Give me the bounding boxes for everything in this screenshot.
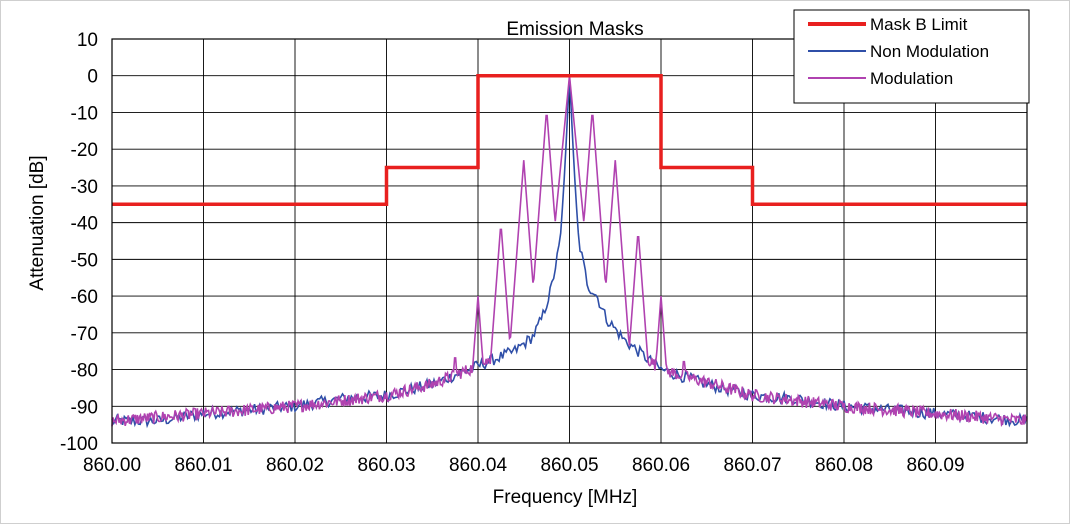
y-tick-label: -30 <box>71 177 98 198</box>
legend-item-modulation: Modulation <box>808 69 953 88</box>
x-tick-label: 860.04 <box>449 455 508 476</box>
x-tick-label: 860.09 <box>906 455 964 476</box>
y-tick-label: -50 <box>71 250 98 271</box>
x-tick-label: 860.08 <box>815 455 873 476</box>
series-layer <box>111 73 1028 429</box>
y-tick-label: -20 <box>71 140 98 161</box>
chart-title: Emission Masks <box>506 19 643 40</box>
legend-label-mask-b-limit: Mask B Limit <box>870 15 968 34</box>
y-tick-label: -90 <box>71 397 98 418</box>
x-tick-label: 860.02 <box>266 455 324 476</box>
x-tick-label: 860.07 <box>723 455 781 476</box>
x-tick-label: 860.01 <box>174 455 232 476</box>
legend-label-modulation: Modulation <box>870 69 953 88</box>
plot-border <box>111 38 1028 444</box>
legend: Mask B Limit Non Modulation Modulation <box>793 9 1030 104</box>
x-tick-label: 860.03 <box>357 455 415 476</box>
y-tick-label: -70 <box>71 324 98 345</box>
x-axis-title: Frequency [MHz] <box>493 487 638 508</box>
x-tick-label: 860.05 <box>540 455 598 476</box>
y-tick-label: -40 <box>71 214 98 235</box>
y-tick-label: -80 <box>71 361 98 382</box>
x-tick-label: 860.00 <box>83 455 141 476</box>
y-tick-label: 10 <box>77 30 98 51</box>
y-tick-label: -10 <box>71 103 98 124</box>
x-tick-labels: 860.00 860.01 860.02 860.03 860.04 860.05 860.… <box>83 455 965 476</box>
y-axis-title: Attenuation [dB] <box>27 155 48 290</box>
y-tick-label: -60 <box>71 287 98 308</box>
x-tick-label: 860.06 <box>632 455 690 476</box>
y-tick-label: -100 <box>60 434 98 455</box>
legend-item-non-modulation: Non Modulation <box>808 42 989 61</box>
y-tick-label: 0 <box>87 67 98 88</box>
series-mask-b-limit <box>112 73 1027 207</box>
legend-label-non-modulation: Non Modulation <box>870 42 989 61</box>
legend-item-mask-b-limit: Mask B Limit <box>808 15 968 34</box>
y-tick-labels: 10 0 -10 -20 -30 -40 -50 -60 -70 -80 -90 -100 <box>60 30 98 455</box>
